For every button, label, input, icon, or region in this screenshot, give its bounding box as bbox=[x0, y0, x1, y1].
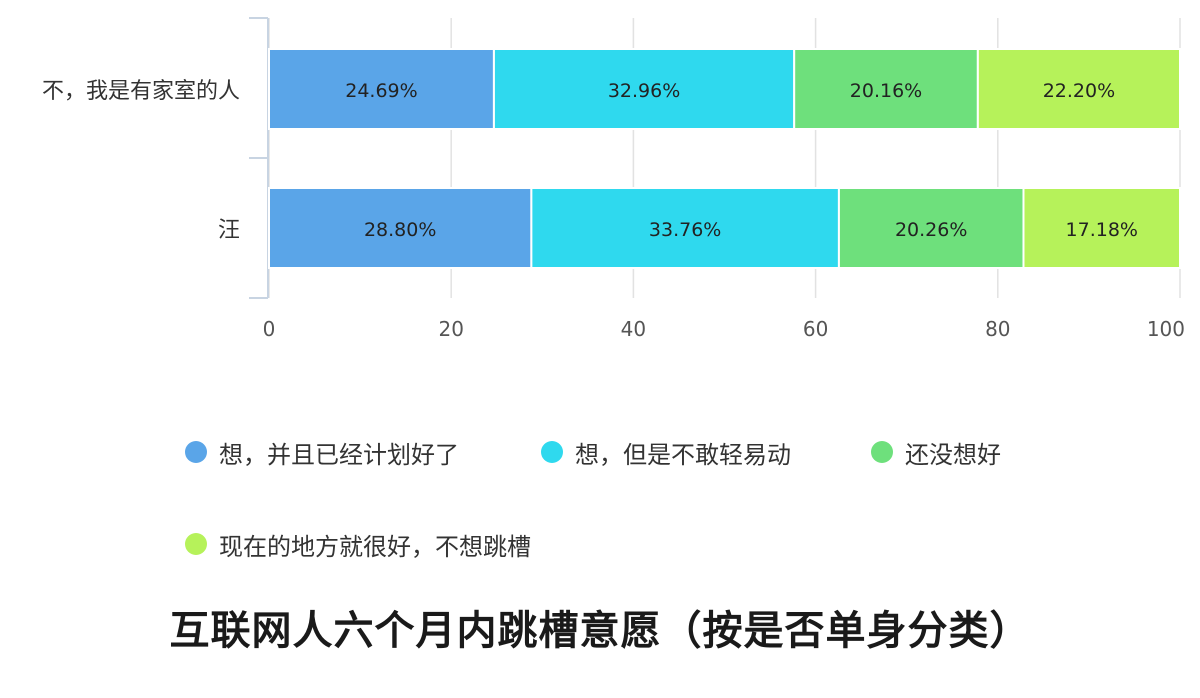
legend-marker bbox=[185, 441, 207, 463]
bar-segment[interactable] bbox=[268, 187, 533, 269]
legend-marker bbox=[871, 441, 893, 463]
bar-value-label: 32.96% bbox=[608, 80, 680, 102]
chart-title: 互联网人六个月内跳槽意愿（按是否单身分类） bbox=[169, 608, 1031, 654]
y-axis bbox=[249, 17, 269, 299]
bars bbox=[268, 48, 1182, 269]
x-tick-label: 80 bbox=[985, 317, 1010, 341]
category-label: 不，我是有家室的人 bbox=[42, 79, 240, 104]
bar-value-label: 33.76% bbox=[649, 219, 721, 241]
bar-segment[interactable] bbox=[976, 48, 1182, 130]
legend-item[interactable]: 还没想好 bbox=[871, 432, 1001, 472]
bar-segment[interactable] bbox=[793, 48, 979, 130]
legend-label: 现在的地方就很好，不想跳槽 bbox=[219, 532, 531, 561]
x-tick-label: 40 bbox=[621, 317, 646, 341]
legend: 想，并且已经计划好了 想，但是不敢轻易动 还没想好 现在的地方就很好，不想跳槽 bbox=[185, 432, 1145, 582]
bar-segment[interactable] bbox=[1022, 187, 1181, 269]
legend-item[interactable]: 想，但是不敢轻易动 bbox=[541, 432, 791, 472]
bar-value-label: 20.16% bbox=[850, 80, 922, 102]
bar-value-label: 24.69% bbox=[345, 80, 417, 102]
legend-label: 想，但是不敢轻易动 bbox=[575, 440, 791, 469]
bar-segment[interactable] bbox=[837, 187, 1025, 269]
legend-marker bbox=[185, 533, 207, 555]
legend-item[interactable]: 想，并且已经计划好了 bbox=[185, 432, 459, 472]
x-tick-label: 100 bbox=[1147, 317, 1185, 341]
x-tick-label: 0 bbox=[263, 317, 276, 341]
bar-value-label: 20.26% bbox=[895, 219, 967, 241]
x-tick-label: 60 bbox=[803, 317, 828, 341]
bar-value-label: 22.20% bbox=[1043, 80, 1115, 102]
x-tick-label: 20 bbox=[438, 317, 463, 341]
legend-item[interactable]: 现在的地方就很好，不想跳槽 bbox=[185, 524, 531, 564]
legend-marker bbox=[541, 441, 563, 463]
bar-segment[interactable] bbox=[530, 187, 840, 269]
bar-labels: 24.69% 32.96% 20.16% 22.20% 28.80% 33.76% 20.2… bbox=[345, 80, 1138, 241]
legend-label: 还没想好 bbox=[905, 440, 1001, 469]
bar-segment[interactable] bbox=[492, 48, 796, 130]
legend-label: 想，并且已经计划好了 bbox=[219, 440, 459, 469]
bar-value-label: 28.80% bbox=[364, 219, 436, 241]
category-label: 汪 bbox=[218, 218, 240, 243]
chart: 24.69% 32.96% 20.16% 22.20% 28.80% 33.76% 20.2… bbox=[42, 17, 1185, 341]
bar-value-label: 17.18% bbox=[1066, 219, 1138, 241]
x-tick-labels: 0 20 40 60 80 100 bbox=[263, 317, 1185, 341]
